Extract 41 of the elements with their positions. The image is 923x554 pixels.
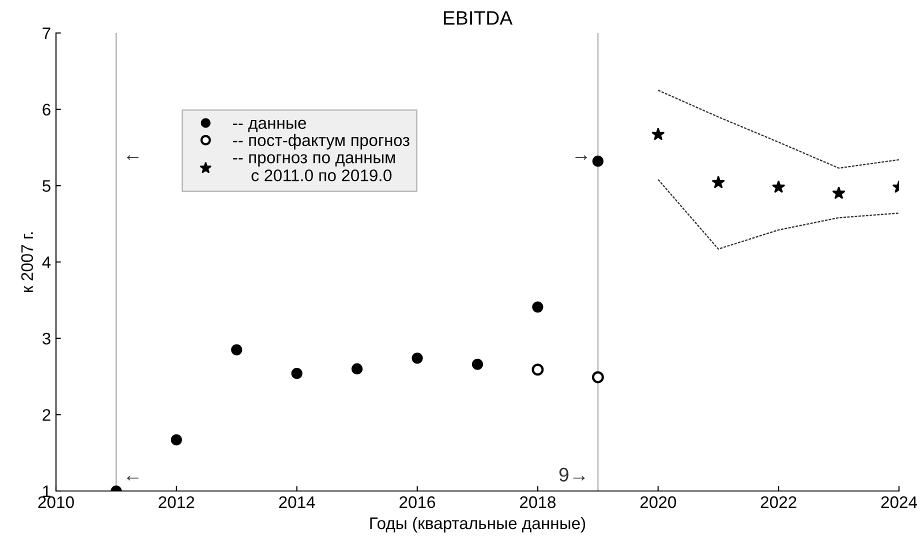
- chart-title: EBITDA: [444, 11, 513, 25]
- legend-label: -- пост-фактум прогноз: [233, 134, 410, 150]
- y-tick-label: 6: [42, 104, 50, 116]
- y-tick-label: 1: [43, 486, 50, 498]
- line-series: [658, 90, 899, 169]
- y-axis-title: к 2007 г.: [21, 232, 34, 292]
- legend-label: -- данные: [233, 120, 306, 132]
- x-tick-label: 2012: [158, 496, 194, 508]
- annotation: 9→: [559, 468, 585, 482]
- y-tick-label: 4: [42, 256, 51, 268]
- x-axis-title: Годы (квартальные данные): [370, 516, 586, 532]
- x-tick-label: 2018: [520, 496, 556, 508]
- point: [532, 301, 544, 313]
- point: [532, 364, 544, 376]
- y-tick-label: 3: [42, 332, 50, 345]
- line-series: [658, 178, 899, 250]
- point: [231, 344, 242, 356]
- x-tick-label: 2010: [38, 496, 74, 508]
- point: [170, 434, 182, 446]
- point: [592, 371, 604, 384]
- x-tick-label: 2024: [881, 496, 918, 508]
- y-tick-label: 2: [42, 409, 50, 421]
- point: [412, 352, 423, 364]
- annotation: ←: [126, 476, 138, 480]
- x-tick-label: 2020: [640, 496, 676, 508]
- point: [832, 186, 846, 200]
- point: [772, 180, 786, 193]
- point: [291, 368, 302, 380]
- y-tick-label: 5: [42, 180, 50, 192]
- point: [352, 363, 363, 374]
- point: [712, 176, 725, 188]
- point: [592, 156, 604, 167]
- y-tick-label: 7: [42, 28, 50, 40]
- legend-label: -- прогноз по данным с 2011.0 по 2019.0: [233, 154, 395, 182]
- x-tick-label: 2016: [400, 496, 436, 508]
- x-tick-label: 2014: [279, 496, 315, 508]
- x-tick-label: 2022: [760, 496, 796, 508]
- annotation: ←: [126, 155, 138, 160]
- point: [472, 358, 484, 370]
- point: [652, 128, 665, 140]
- annotation: →: [575, 155, 587, 160]
